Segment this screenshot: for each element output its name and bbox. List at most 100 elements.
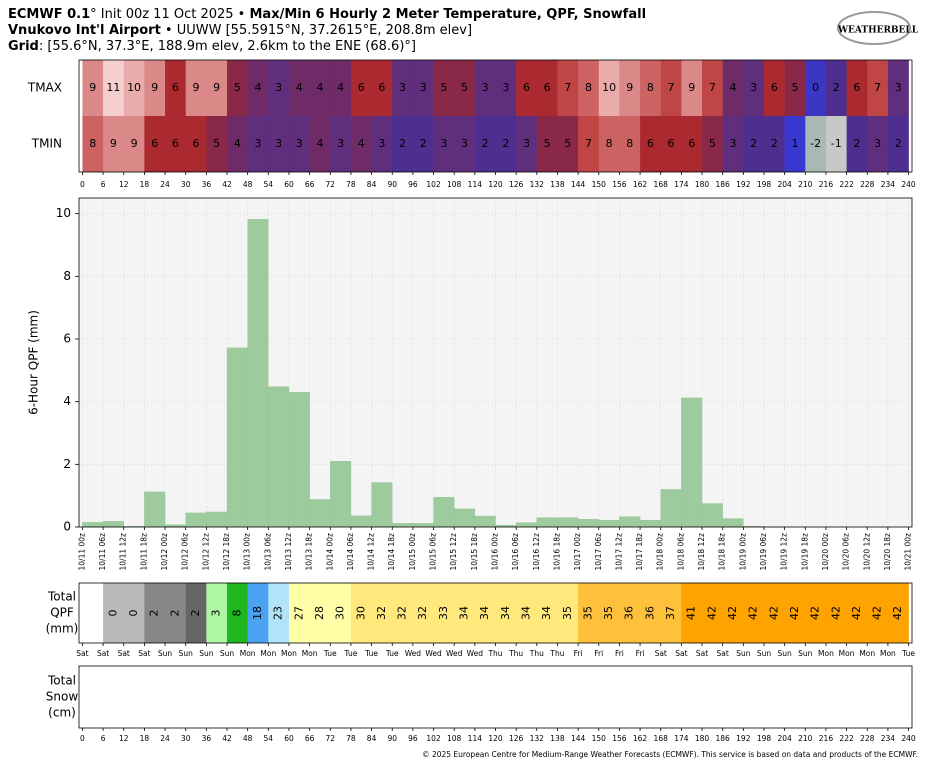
x-tick-label: 12 xyxy=(119,734,129,743)
total-cell xyxy=(722,583,744,643)
total-cell xyxy=(412,583,434,643)
temp-label: 3 xyxy=(275,81,282,94)
x-tick-label: 186 xyxy=(716,180,731,189)
x-tick-label: 120 xyxy=(488,180,503,189)
total-label: 42 xyxy=(747,606,760,620)
temp-label: 9 xyxy=(213,81,220,94)
x-tick-label: 10/15 12z xyxy=(449,533,458,571)
x-tick-label: 24 xyxy=(160,180,170,189)
x-tick-label: Thu xyxy=(508,649,523,658)
temp-label: 11 xyxy=(106,81,120,94)
logo: WEATHERBELL xyxy=(837,26,919,36)
x-tick-label: 108 xyxy=(447,180,462,189)
temp-label: 3 xyxy=(399,81,406,94)
temp-cell xyxy=(185,116,207,172)
temp-label: 4 xyxy=(316,137,323,150)
temp-cell xyxy=(495,60,517,116)
temp-cell xyxy=(640,60,662,116)
temp-cell xyxy=(268,60,290,116)
temp-label: 2 xyxy=(833,81,840,94)
x-tick-label: 66 xyxy=(305,180,315,189)
temp-label: 9 xyxy=(89,81,96,94)
temp-cell xyxy=(123,116,145,172)
x-tick-label: 72 xyxy=(326,180,336,189)
bar xyxy=(144,491,166,528)
temp-cell xyxy=(206,116,228,172)
total-cell xyxy=(846,583,868,643)
temp-cell xyxy=(681,116,703,172)
x-tick-label: 0 xyxy=(80,180,85,189)
total-cell xyxy=(598,583,620,643)
temp-label: 1 xyxy=(791,137,798,150)
temp-cell xyxy=(557,116,579,172)
temp-label: 4 xyxy=(358,137,365,150)
bar xyxy=(102,521,124,528)
temp-cell xyxy=(516,60,538,116)
temp-cell xyxy=(702,60,723,116)
x-tick-label: 54 xyxy=(264,180,274,189)
x-tick-label: 216 xyxy=(819,734,834,743)
temp-cell xyxy=(516,116,538,172)
x-tick-label: 156 xyxy=(612,180,627,189)
temp-label: 8 xyxy=(606,137,613,150)
temp-cell xyxy=(660,116,682,172)
x-tick-label: 84 xyxy=(367,180,377,189)
x-tick-label: 18 xyxy=(140,734,150,743)
x-tick-label: 42 xyxy=(222,734,232,743)
bar xyxy=(660,489,682,528)
x-tick-label: 216 xyxy=(819,180,834,189)
temp-label: 6 xyxy=(771,81,778,94)
x-tick-label: 10/20 00z xyxy=(821,533,830,571)
x-tick-label: 114 xyxy=(468,180,483,189)
x-tick-label: Thu xyxy=(529,649,544,658)
x-tick-label: 240 xyxy=(901,180,916,189)
x-tick-label: 10/12 12z xyxy=(201,533,210,571)
temp-label: 3 xyxy=(296,137,303,150)
temp-label: 3 xyxy=(420,81,427,94)
temp-cell xyxy=(743,116,765,172)
total-label: 0 xyxy=(127,610,140,617)
bar xyxy=(247,219,269,528)
temp-cell xyxy=(805,60,827,116)
x-tick-label: 10/19 18z xyxy=(800,533,809,571)
x-tick-label: 10/13 06z xyxy=(263,533,272,571)
temp-cell xyxy=(598,60,620,116)
total-label: 28 xyxy=(313,606,326,620)
x-tick-label: 10/11 00z xyxy=(77,533,86,571)
x-tick-label: 222 xyxy=(839,734,854,743)
temp-cell xyxy=(350,60,372,116)
x-tick-label: 36 xyxy=(202,734,212,743)
x-tick-label: Sat xyxy=(696,649,708,658)
total-label: 37 xyxy=(664,606,677,620)
temp-cell xyxy=(371,116,393,172)
x-tick-label: 48 xyxy=(243,180,253,189)
total-cell xyxy=(867,583,889,643)
x-tick-label: 180 xyxy=(695,734,710,743)
total-cell xyxy=(288,583,310,643)
header-text: ° Init 00z 11 Oct 2025 • xyxy=(90,7,249,22)
temp-cell xyxy=(722,116,744,172)
temp-cell xyxy=(412,60,434,116)
x-tick-label: 42 xyxy=(222,180,232,189)
temp-label: 5 xyxy=(791,81,798,94)
temp-label: 4 xyxy=(254,81,261,94)
x-tick-label: 78 xyxy=(346,734,356,743)
total-cell xyxy=(516,583,538,643)
x-tick-label: 162 xyxy=(633,180,648,189)
temp-cell xyxy=(743,60,765,116)
temp-label: 6 xyxy=(688,137,695,150)
header-line: Grid: [55.6°N, 37.3°E, 188.9m elev, 2.6k… xyxy=(8,39,416,54)
x-tick-label: 126 xyxy=(509,180,524,189)
temp-label: 3 xyxy=(440,137,447,150)
total-label: 3 xyxy=(210,610,223,617)
panel-label: Total xyxy=(47,674,76,688)
temp-label: 2 xyxy=(771,137,778,150)
x-tick-label: 186 xyxy=(716,734,731,743)
total-cell xyxy=(206,583,228,643)
bar xyxy=(619,516,641,528)
temp-label: 6 xyxy=(193,137,200,150)
total-label: 32 xyxy=(375,606,388,620)
temp-cell xyxy=(330,116,352,172)
x-tick-label: Sat xyxy=(655,649,667,658)
